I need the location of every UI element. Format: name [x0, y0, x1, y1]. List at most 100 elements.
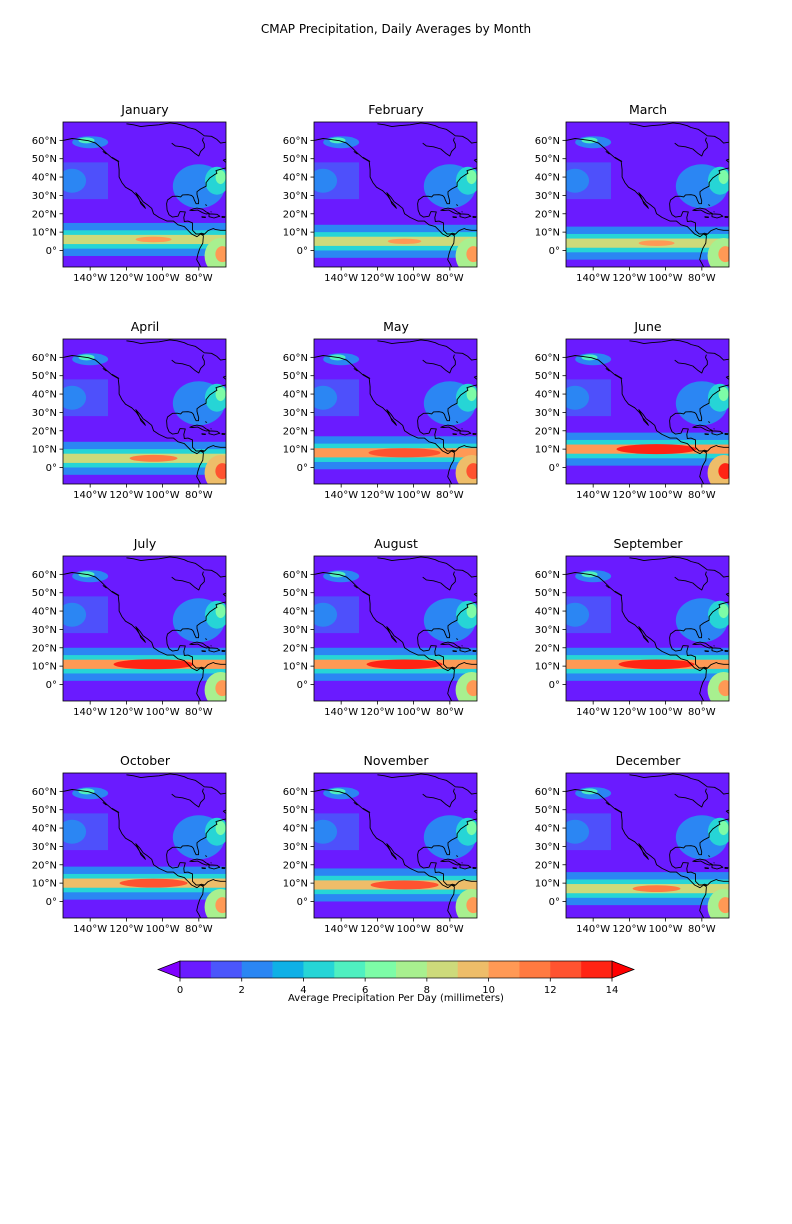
coastline: [417, 384, 477, 452]
island-outline: [204, 855, 208, 857]
coastline: [422, 788, 456, 808]
y-tick-label: 40°N: [535, 390, 560, 401]
colorbar-segment: [581, 961, 613, 978]
x-tick-label: 120°W: [612, 490, 646, 501]
precip-amazon-core: [215, 246, 226, 263]
island-outline: [459, 864, 472, 870]
x-tick-label: 100°W: [397, 707, 431, 718]
colorbar-tick-label: 10: [482, 985, 495, 996]
island-outline: [455, 855, 459, 857]
map-frame: [565, 772, 730, 919]
coastline: [200, 233, 205, 236]
y-tick-label: 50°N: [535, 588, 560, 599]
x-tick-label: 120°W: [109, 924, 143, 935]
colorbar-segment: [303, 961, 335, 978]
island-outline: [713, 862, 715, 864]
x-tick-label: 100°W: [397, 273, 431, 284]
y-tick-label: 40°N: [535, 607, 560, 618]
precip-gulf-stream-core: [466, 387, 477, 402]
colorbar-tick-label: 4: [300, 985, 306, 996]
y-tick-label: 0°: [549, 897, 560, 908]
y-tick-label: 10°N: [535, 662, 560, 673]
x-tick-label: 140°W: [576, 490, 610, 501]
x-tick-label: 140°W: [576, 273, 610, 284]
precip-itcz-max: [119, 878, 188, 888]
coastline: [171, 137, 205, 157]
x-tick-label: 80°W: [688, 490, 716, 501]
coastline: [703, 884, 708, 887]
x-tick-label: 80°W: [436, 707, 464, 718]
precip-amazon-core: [215, 897, 226, 914]
colorbar-segment: [550, 961, 582, 978]
island-outline: [201, 867, 206, 870]
precip-itcz-max: [135, 236, 172, 243]
coastline: [725, 809, 729, 814]
colorbar-tick-label: 2: [239, 985, 245, 996]
x-tick-label: 80°W: [436, 273, 464, 284]
x-tick-label: 140°W: [73, 924, 107, 935]
y-tick-label: 50°N: [283, 805, 308, 816]
y-tick-label: 30°N: [535, 191, 560, 202]
island-outline: [221, 867, 226, 869]
precip-gulf-stream-core: [215, 821, 226, 836]
y-tick-label: 40°N: [283, 824, 308, 835]
coastline: [417, 818, 477, 886]
map-frame: [565, 338, 730, 485]
precip-amazon-core: [718, 463, 729, 480]
map-frame: [313, 121, 478, 268]
map-panel-december: December 60°N 50°N 40°N 30°N 20°N 10°N 0° 140°W 1…: [526, 753, 786, 953]
y-tick-label: 0°: [549, 680, 560, 691]
coastline: [725, 158, 729, 163]
island-outline: [614, 807, 623, 813]
colorbar-segment: [272, 961, 304, 978]
island-outline: [210, 428, 212, 430]
precip-amazon-core: [215, 463, 226, 480]
island-outline: [472, 433, 477, 435]
island-outline: [452, 867, 457, 870]
coastline: [725, 592, 729, 597]
map-frame: [565, 555, 730, 702]
coastline: [222, 809, 226, 814]
y-tick-label: 50°N: [32, 154, 57, 165]
precip-itcz-max: [638, 240, 675, 246]
island-outline: [353, 585, 358, 589]
island-outline: [724, 433, 729, 435]
coastline: [126, 339, 226, 361]
island-outline: [452, 650, 457, 653]
coastline: [669, 384, 729, 452]
island-outline: [353, 368, 358, 372]
x-tick-label: 140°W: [576, 707, 610, 718]
x-tick-label: 140°W: [324, 273, 358, 284]
x-tick-label: 140°W: [73, 273, 107, 284]
map-frame: [313, 555, 478, 702]
island-outline: [362, 807, 371, 813]
x-tick-label: 100°W: [649, 924, 683, 935]
y-tick-label: 50°N: [32, 805, 57, 816]
island-outline: [111, 807, 120, 813]
island-outline: [707, 855, 711, 857]
coastline: [377, 339, 477, 361]
colorbar-segment: [396, 961, 428, 978]
precip-map: 60°N 50°N 40°N 30°N 20°N 10°N 0° 140°W 120°W 100°…: [32, 555, 227, 718]
island-outline: [201, 216, 206, 219]
island-outline: [208, 213, 221, 219]
island-outline: [692, 207, 713, 215]
island-outline: [704, 216, 709, 219]
map-panel-november: November 60°N 50°N 40°N 30°N 20°N 10°N 0° 140°W 1…: [274, 753, 534, 953]
coastline: [222, 158, 226, 163]
precip-pacific-storm: [566, 819, 590, 844]
island-outline: [614, 590, 623, 596]
x-tick-label: 120°W: [612, 924, 646, 935]
island-outline: [461, 862, 463, 864]
map-panel-january: January 60°N 50°N 40°N 30°N 20°N 10°N 0° 140°W 12…: [23, 102, 283, 302]
y-tick-label: 50°N: [535, 371, 560, 382]
coastline: [222, 592, 226, 597]
x-tick-label: 140°W: [73, 707, 107, 718]
island-outline: [472, 867, 477, 869]
island-outline: [440, 424, 461, 432]
precip-amazon-core: [466, 463, 477, 480]
coastline: [417, 601, 477, 669]
island-outline: [455, 204, 459, 206]
precip-map: 60°N 50°N 40°N 30°N 20°N 10°N 0° 140°W 120°W 100°…: [535, 772, 730, 935]
